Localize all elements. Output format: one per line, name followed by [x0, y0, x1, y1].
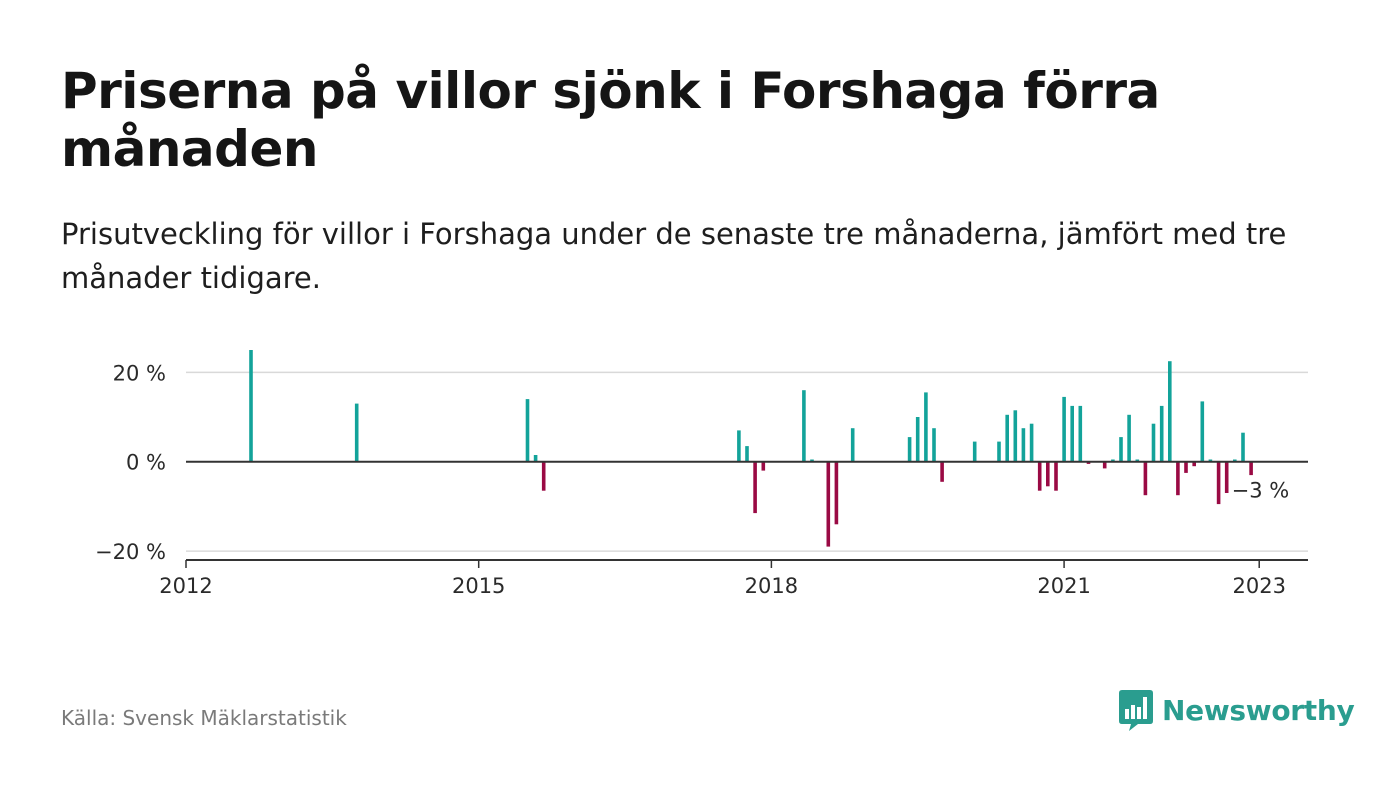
bar	[525, 399, 530, 462]
bar	[1200, 401, 1205, 462]
bar	[1102, 461, 1107, 469]
bar	[1062, 396, 1066, 462]
bar	[1086, 461, 1091, 464]
bar	[753, 461, 757, 514]
bar	[1192, 461, 1196, 467]
bar	[1127, 414, 1131, 462]
bar	[1184, 461, 1188, 473]
bar	[1070, 405, 1074, 462]
chart-title: Priserna på villor sjönk i Forshaga förr…	[61, 62, 1160, 178]
bar	[1111, 459, 1115, 462]
x-tick-label: 2021	[1037, 574, 1090, 598]
bar	[1168, 361, 1172, 462]
bar	[850, 428, 855, 462]
bar	[1208, 459, 1213, 462]
bar	[1216, 461, 1221, 505]
newsworthy-logo-icon	[1119, 690, 1153, 731]
bar	[810, 459, 814, 462]
chart-subtitle: Prisutveckling för villor i Forshaga und…	[61, 217, 1287, 295]
bar	[1249, 461, 1253, 476]
bar	[1159, 405, 1164, 462]
bar	[907, 437, 912, 462]
bar	[1241, 432, 1245, 462]
bar	[1054, 461, 1058, 491]
bar	[932, 428, 936, 462]
y-tick-label: −20 %	[95, 540, 166, 564]
bar	[1224, 461, 1229, 493]
bar	[533, 455, 538, 462]
x-tick-label: 2023	[1232, 574, 1285, 598]
bar	[1135, 459, 1140, 462]
x-tick-label: 2015	[452, 574, 505, 598]
x-tick-label: 2018	[745, 574, 798, 598]
bar	[1005, 414, 1009, 462]
bar	[1013, 410, 1018, 462]
bar	[826, 461, 831, 547]
bar	[761, 461, 766, 471]
bar	[745, 446, 749, 462]
bar	[1143, 461, 1148, 496]
bar	[924, 392, 928, 462]
bar	[834, 461, 839, 525]
y-tick-label: 0 %	[126, 451, 166, 475]
bar	[1078, 405, 1083, 462]
bar	[354, 403, 359, 462]
bar	[1119, 437, 1123, 462]
bar	[997, 441, 1001, 462]
bar	[802, 390, 806, 462]
bar	[1046, 461, 1050, 487]
bar	[1029, 423, 1034, 462]
brand-logo: Newsworthy	[1118, 688, 1355, 732]
brand-name: Newsworthy	[1162, 693, 1355, 727]
x-tick-label: 2012	[159, 574, 212, 598]
bar	[541, 461, 546, 491]
bar	[915, 417, 920, 462]
bar	[1233, 459, 1237, 462]
source-note: Källa: Svensk Mäklarstatistik	[61, 706, 347, 730]
bar-chart: 20 % 0 % −20 % 2012 2015 2018 2021 2023 −3 %	[95, 350, 1308, 598]
bar	[1176, 461, 1180, 496]
bar	[1037, 461, 1042, 491]
bar	[940, 461, 944, 482]
bar	[249, 350, 253, 462]
bar	[1021, 428, 1026, 462]
y-tick-label: 20 %	[113, 361, 166, 385]
last-value-label: −3 %	[1232, 478, 1290, 502]
bar	[972, 441, 977, 462]
bar	[1151, 423, 1156, 462]
bar	[737, 430, 741, 462]
